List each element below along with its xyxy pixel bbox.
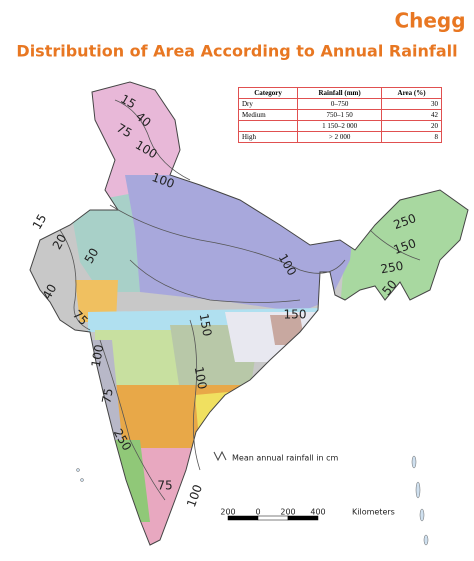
- legend-text: Mean annual rainfall in cm: [232, 454, 339, 463]
- table-cell: Dry: [237, 98, 299, 110]
- table-row: Dry 0–750 30: [237, 98, 442, 110]
- contour-label: 15: [118, 92, 138, 112]
- contour-label: 75: [114, 121, 134, 141]
- table-cell: [237, 120, 299, 132]
- table-header-row: Category Rainfall (mm) Area (%): [237, 87, 442, 99]
- contour-label: 150: [284, 308, 307, 322]
- table-row: 1 150–2 000 20: [237, 120, 442, 132]
- contour-label: 75: [157, 479, 172, 493]
- table-cell: 8: [381, 131, 442, 143]
- scale-unit: Kilometers: [352, 508, 395, 517]
- table-cell: 20: [381, 120, 442, 132]
- column-header: Category: [237, 87, 299, 99]
- table-cell: High: [237, 131, 299, 143]
- scale-bar: [227, 515, 319, 521]
- table-cell: 750–1 50: [297, 109, 383, 121]
- contour-label: 150: [197, 312, 215, 337]
- title: Distribution of Area According to Annual…: [16, 42, 457, 61]
- logo: Chegg: [394, 9, 465, 33]
- contour-label: 20: [50, 232, 70, 252]
- scale-label: 200: [280, 508, 295, 517]
- table-row: High > 2 000 8: [237, 131, 442, 143]
- table-cell: > 2 000: [297, 131, 383, 143]
- legend-symbol: [213, 450, 227, 462]
- table-cell: 30: [381, 98, 442, 110]
- islands: [76, 455, 429, 546]
- contour-label: 100: [192, 365, 210, 390]
- table-row: Medium 750–1 50 42: [237, 109, 442, 121]
- contour-label: 40: [40, 282, 60, 302]
- table-cell: 42: [381, 109, 442, 121]
- contour-label: 75: [99, 387, 115, 404]
- contour-label: 100: [89, 343, 107, 368]
- table-cell: 0–750: [297, 98, 383, 110]
- scale-label: 0: [255, 508, 260, 517]
- column-header: Rainfall (mm): [297, 87, 383, 99]
- table-cell: 1 150–2 000: [297, 120, 383, 132]
- contour-label: 50: [82, 246, 102, 266]
- contour-label: 100: [184, 483, 205, 509]
- column-header: Area (%): [381, 87, 442, 99]
- table-cell: Medium: [237, 109, 299, 121]
- rainfall-table: Category Rainfall (mm) Area (%) Dry 0–750 30 M…: [237, 87, 442, 143]
- scale-label: 400: [310, 508, 325, 517]
- contour-label: 15: [30, 212, 50, 232]
- contour-label: 250: [379, 259, 404, 277]
- contours: [59, 99, 421, 501]
- scale-label: 200: [220, 508, 235, 517]
